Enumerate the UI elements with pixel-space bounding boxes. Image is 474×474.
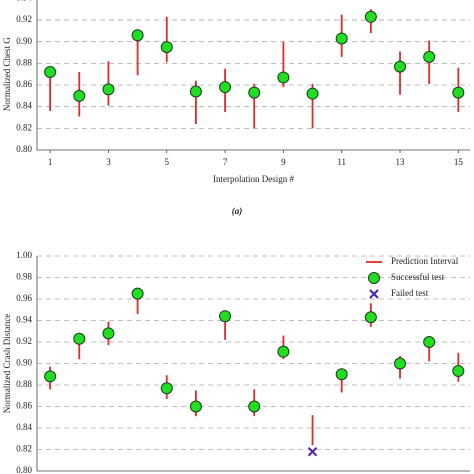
successful-point bbox=[423, 50, 436, 63]
legend-label: Failed test bbox=[391, 288, 429, 298]
successful-point bbox=[394, 357, 407, 370]
successful-point bbox=[44, 66, 57, 79]
successful-point bbox=[102, 83, 115, 96]
x-tick-label: 5 bbox=[165, 157, 170, 167]
successful-point bbox=[364, 10, 377, 23]
successful-point bbox=[452, 86, 465, 99]
y-tick-label: 0.92 bbox=[16, 336, 32, 346]
successful-point bbox=[306, 87, 319, 100]
successful-point bbox=[189, 85, 202, 98]
legend-cross bbox=[369, 289, 379, 299]
successful-point bbox=[364, 311, 377, 324]
y-tick-label: 0.92 bbox=[16, 14, 32, 24]
y-tick-label: 0.82 bbox=[16, 444, 32, 454]
successful-point bbox=[423, 336, 436, 348]
failed-cross bbox=[307, 446, 318, 457]
successful-point bbox=[248, 400, 261, 413]
successful-point bbox=[219, 310, 232, 323]
y-tick-label: 0.90 bbox=[16, 358, 32, 368]
successful-point bbox=[277, 345, 290, 358]
x-tick-label: 7 bbox=[223, 157, 228, 167]
successful-point bbox=[335, 32, 348, 45]
y-tick-label: 1.00 bbox=[16, 250, 32, 260]
y-tick-label: 0.94 bbox=[16, 315, 32, 325]
successful-point bbox=[131, 287, 144, 300]
x-tick-label: 15 bbox=[454, 157, 464, 167]
legend-circle bbox=[368, 272, 380, 284]
y-tick-label: 0.90 bbox=[16, 36, 32, 46]
successful-point bbox=[189, 400, 202, 413]
successful-point bbox=[102, 327, 115, 340]
y-axis-label: Normalized Chest G bbox=[2, 37, 12, 111]
y-tick-label: 0.80 bbox=[16, 144, 32, 154]
successful-point bbox=[73, 89, 86, 102]
y-axis-label: Normalized Crash Distance bbox=[2, 314, 12, 413]
caption: (a) bbox=[232, 206, 243, 216]
x-tick-label: 9 bbox=[281, 157, 286, 167]
successful-point bbox=[73, 332, 86, 345]
y-tick-label: 0.98 bbox=[16, 272, 32, 282]
y-tick-label: 0.86 bbox=[16, 401, 32, 411]
y-tick-label: 0.88 bbox=[16, 57, 32, 67]
legend-label: Successful test bbox=[391, 272, 445, 282]
x-axis-label: Interpolation Design # bbox=[213, 174, 294, 184]
failed-point bbox=[307, 446, 318, 457]
successful-point bbox=[335, 368, 348, 381]
successful-point bbox=[277, 71, 290, 84]
y-tick-label: 0.88 bbox=[16, 379, 32, 389]
y-tick-label: 0.96 bbox=[16, 293, 32, 303]
x-tick-label: 13 bbox=[396, 157, 406, 167]
successful-point bbox=[219, 81, 232, 94]
successful-point bbox=[452, 365, 465, 378]
y-tick-label: 0.84 bbox=[16, 101, 32, 111]
x-tick-label: 1 bbox=[48, 157, 53, 167]
successful-point bbox=[160, 382, 173, 395]
successful-point bbox=[131, 29, 144, 42]
successful-point bbox=[44, 370, 57, 383]
legend-label: Prediction Interval bbox=[391, 256, 459, 266]
x-tick-label: 11 bbox=[337, 157, 346, 167]
y-tick-label: 0.94 bbox=[16, 0, 32, 2]
x-tick-label: 3 bbox=[106, 157, 111, 167]
successful-point bbox=[160, 41, 173, 54]
y-tick-label: 0.84 bbox=[16, 422, 32, 432]
successful-point bbox=[394, 60, 407, 73]
y-tick-label: 0.86 bbox=[16, 79, 32, 89]
y-tick-label: 0.80 bbox=[16, 465, 32, 474]
successful-point bbox=[248, 86, 261, 99]
y-tick-label: 0.82 bbox=[16, 122, 32, 132]
